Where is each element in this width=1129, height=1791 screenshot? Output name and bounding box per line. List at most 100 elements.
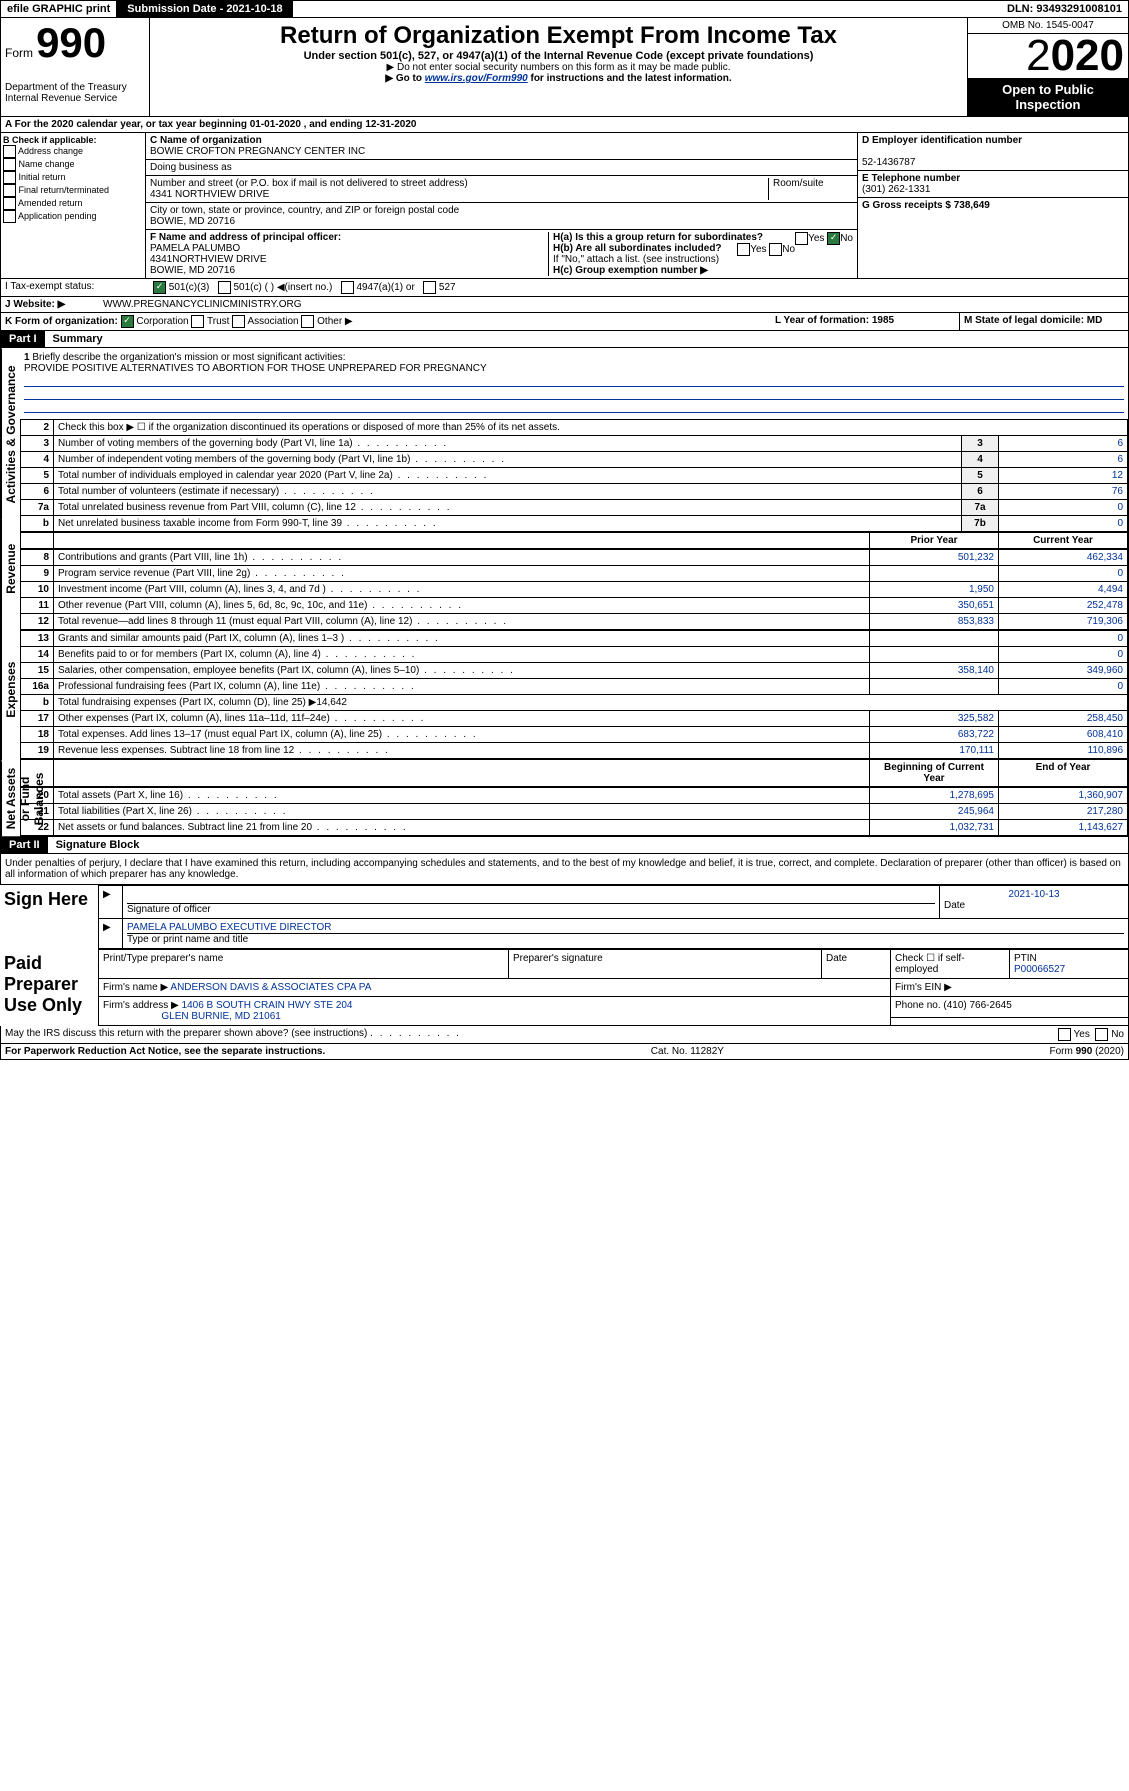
- table-row: 6Total number of volunteers (estimate if…: [21, 484, 1128, 500]
- table-row: 7aTotal unrelated business revenue from …: [21, 500, 1128, 516]
- assoc-check[interactable]: [232, 315, 245, 328]
- ein-value: 52-1436787: [862, 157, 915, 168]
- footer-mid: Cat. No. 11282Y: [651, 1046, 724, 1057]
- form-org-row: K Form of organization: ✓ Corporation Tr…: [0, 313, 1129, 331]
- perjury-text: Under penalties of perjury, I declare th…: [0, 854, 1129, 885]
- table-row: 4Number of independent voting members of…: [21, 452, 1128, 468]
- sig-date-label: Date: [944, 900, 965, 911]
- briefly-label: Briefly describe the organization's miss…: [32, 352, 345, 363]
- signature-table: Sign Here ▶ Signature of officer 2021-10…: [0, 885, 1129, 949]
- table-row: 3Number of voting members of the governi…: [21, 436, 1128, 452]
- form-subtitle: Under section 501(c), 527, or 4947(a)(1)…: [154, 50, 963, 62]
- ptin-label: PTIN: [1014, 953, 1037, 964]
- discuss-yes[interactable]: [1058, 1028, 1071, 1041]
- net-lines: 20Total assets (Part X, line 16)1,278,69…: [20, 787, 1128, 836]
- form-title: Return of Organization Exempt From Incom…: [154, 22, 963, 50]
- website-label: J Website: ▶: [1, 297, 99, 312]
- vert-net: Net Assets or Fund Balances: [1, 761, 20, 836]
- 4947-check[interactable]: [341, 281, 354, 294]
- phone-label-e: E Telephone number: [862, 173, 960, 184]
- sign-here-label: Sign Here: [0, 886, 99, 949]
- mission-line: [24, 389, 1124, 400]
- discuss-no[interactable]: [1095, 1028, 1108, 1041]
- trust-check[interactable]: [191, 315, 204, 328]
- top-bar: efile GRAPHIC print Submission Date - 20…: [0, 0, 1129, 18]
- mission-line: [24, 402, 1124, 413]
- table-row: 14Benefits paid to or for members (Part …: [21, 647, 1128, 663]
- submission-date: Submission Date - 2021-10-18: [117, 1, 292, 17]
- officer-addr2: BOWIE, MD 20716: [150, 265, 235, 276]
- check-option[interactable]: Address change: [3, 145, 143, 158]
- table-row: 11Other revenue (Part VIII, column (A), …: [21, 598, 1128, 614]
- vert-governance: Activities & Governance: [1, 348, 20, 520]
- part1-header-row: Part I Summary: [0, 331, 1129, 348]
- ein-label: D Employer identification number: [862, 135, 1022, 146]
- vert-revenue: Revenue: [1, 520, 20, 618]
- footer-left: For Paperwork Reduction Act Notice, see …: [5, 1046, 325, 1057]
- revenue-header: Prior YearCurrent Year: [20, 532, 1128, 549]
- firm-addr1: 1406 B SOUTH CRAIN HWY STE 204: [182, 1000, 353, 1011]
- 501c3-check[interactable]: ✓: [153, 281, 166, 294]
- check-option[interactable]: Application pending: [3, 210, 143, 223]
- irs-link[interactable]: www.irs.gov/Form990: [425, 73, 528, 84]
- hb-label: H(b) Are all subordinates included?: [553, 243, 722, 254]
- hb-yes-check[interactable]: [737, 243, 750, 256]
- begin-year-head: Beginning of Current Year: [870, 760, 999, 787]
- summary-table: Activities & Governance Revenue Expenses…: [0, 348, 1129, 837]
- table-row: 16aProfessional fundraising fees (Part I…: [21, 679, 1128, 695]
- part1-badge: Part I: [1, 331, 45, 347]
- officer-name: PAMELA PALUMBO: [150, 243, 240, 254]
- dln-label: DLN: 93493291008101: [1001, 1, 1128, 17]
- firm-name-label: Firm's name ▶: [103, 982, 168, 993]
- website-row: J Website: ▶ WWW.PREGNANCYCLINICMINISTRY…: [0, 297, 1129, 313]
- paid-preparer-table: Paid Preparer Use Only Print/Type prepar…: [0, 949, 1129, 1026]
- 527-check[interactable]: [423, 281, 436, 294]
- ha-label: H(a) Is this a group return for subordin…: [553, 232, 763, 243]
- entity-info-section: B Check if applicable: Address change Na…: [0, 133, 1129, 279]
- part1-title: Summary: [45, 331, 111, 347]
- table-row: 8Contributions and grants (Part VIII, li…: [21, 550, 1128, 566]
- city-label: City or town, state or province, country…: [150, 205, 459, 216]
- open-public-label: Open to Public Inspection: [968, 78, 1128, 116]
- website-value[interactable]: WWW.PREGNANCYCLINICMINISTRY.ORG: [99, 297, 306, 312]
- expense-lines: 13Grants and similar amounts paid (Part …: [20, 630, 1128, 759]
- pt-sig-label: Preparer's signature: [508, 950, 821, 979]
- print-name-label: Type or print name and title: [127, 934, 248, 945]
- firm-phone: Phone no. (410) 766-2645: [891, 997, 1129, 1018]
- net-header: Beginning of Current YearEnd of Year: [20, 759, 1128, 787]
- ha-no-check[interactable]: ✓: [827, 232, 840, 245]
- officer-print-name: PAMELA PALUMBO EXECUTIVE DIRECTOR: [127, 922, 1124, 934]
- pt-date-label: Date: [822, 950, 891, 979]
- vert-expenses: Expenses: [1, 618, 20, 761]
- address-label: Number and street (or P.O. box if mail i…: [150, 178, 468, 189]
- dba-label: Doing business as: [150, 162, 232, 173]
- table-row: 21Total liabilities (Part X, line 26)245…: [21, 804, 1128, 820]
- other-check[interactable]: [301, 315, 314, 328]
- table-row: 2Check this box ▶ ☐ if the organization …: [21, 420, 1128, 436]
- table-row: bNet unrelated business taxable income f…: [21, 516, 1128, 532]
- hb-no-check[interactable]: [769, 243, 782, 256]
- efile-label[interactable]: efile GRAPHIC print: [1, 1, 117, 17]
- note2-post: for instructions and the latest informat…: [528, 73, 732, 84]
- hc-label: H(c) Group exemption number ▶: [553, 265, 853, 276]
- officer-label: F Name and address of principal officer:: [150, 232, 341, 243]
- firm-name: ANDERSON DAVIS & ASSOCIATES CPA PA: [170, 982, 371, 993]
- table-row: 17Other expenses (Part IX, column (A), l…: [21, 711, 1128, 727]
- table-row: 15Salaries, other compensation, employee…: [21, 663, 1128, 679]
- 501c-check[interactable]: [218, 281, 231, 294]
- self-employed-check[interactable]: Check ☐ if self-employed: [891, 950, 1010, 979]
- sig-date: 2021-10-13: [944, 889, 1124, 900]
- check-option[interactable]: Amended return: [3, 197, 143, 210]
- check-option[interactable]: Name change: [3, 158, 143, 171]
- corp-check[interactable]: ✓: [121, 315, 134, 328]
- ha-yes-check[interactable]: [795, 232, 808, 245]
- table-row: 9Program service revenue (Part VIII, lin…: [21, 566, 1128, 582]
- table-row: 10Investment income (Part VIII, column (…: [21, 582, 1128, 598]
- year-prefix: 2: [1026, 31, 1050, 80]
- table-row: 12Total revenue—add lines 8 through 11 (…: [21, 614, 1128, 630]
- check-option[interactable]: Initial return: [3, 171, 143, 184]
- table-row: 5Total number of individuals employed in…: [21, 468, 1128, 484]
- table-row: bTotal fundraising expenses (Part IX, co…: [21, 695, 1128, 711]
- part2-header-row: Part II Signature Block: [0, 837, 1129, 854]
- check-option[interactable]: Final return/terminated: [3, 184, 143, 197]
